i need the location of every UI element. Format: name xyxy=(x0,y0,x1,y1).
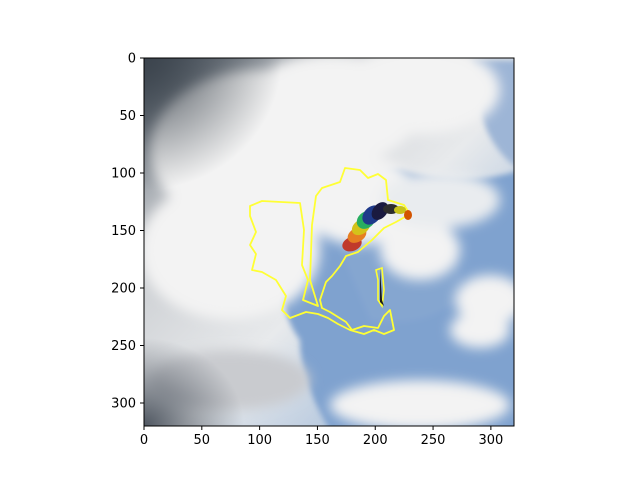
x-tick-label: 150 xyxy=(305,433,330,448)
x-tick-label: 50 xyxy=(194,433,211,448)
y-tick-label: 250 xyxy=(111,339,136,354)
axes-frame xyxy=(143,57,515,427)
paraglider xyxy=(342,202,412,306)
y-axis: 0 50 100 150 200 250 300 xyxy=(111,52,144,412)
y-tick-label: 200 xyxy=(111,282,136,297)
y-tick-label: 300 xyxy=(111,397,136,412)
x-tick-label: 0 xyxy=(140,433,148,448)
yellow-outline xyxy=(249,167,411,335)
x-tick-label: 200 xyxy=(363,433,388,448)
x-axis: 0 50 100 150 200 250 300 xyxy=(140,426,503,448)
y-tick-label: 0 xyxy=(128,52,136,67)
photo xyxy=(144,58,514,426)
x-tick-label: 250 xyxy=(421,433,446,448)
y-tick-label: 150 xyxy=(111,224,136,239)
x-tick-label: 100 xyxy=(247,433,272,448)
x-tick-label: 300 xyxy=(478,433,503,448)
y-tick-label: 50 xyxy=(119,109,136,124)
y-tick-label: 100 xyxy=(111,167,136,182)
